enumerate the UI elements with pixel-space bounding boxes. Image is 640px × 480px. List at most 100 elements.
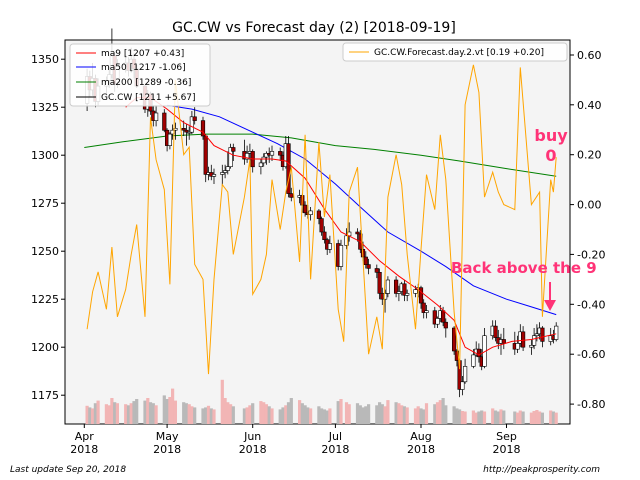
annotation-buy: buy [534, 126, 568, 145]
volume-bar [278, 409, 282, 424]
volume-bar [493, 410, 498, 424]
volume-bar [325, 410, 329, 424]
candle-body [258, 162, 264, 167]
volume-bar [126, 405, 131, 424]
volume-bar [347, 404, 351, 424]
volume-bar [267, 406, 271, 424]
candle-body [203, 135, 208, 175]
volume-bar [549, 410, 553, 424]
volume-bar [361, 407, 365, 424]
volume-bar [502, 410, 506, 424]
candle-body [223, 170, 228, 173]
volume-bar [444, 405, 448, 424]
candle-body [432, 310, 437, 325]
right-tick-label: 0.00 [577, 199, 602, 212]
chart-title: GC.CW vs Forecast day (2) [2018-09-19] [172, 20, 456, 36]
volume-bar [220, 379, 224, 424]
candle-body [460, 381, 465, 390]
volume-bar [551, 411, 555, 424]
legend-gccw-label: GC.CW [1211 +5.67] [101, 93, 196, 103]
candle-body [225, 166, 230, 171]
volume-bar [367, 404, 371, 424]
volume-bar [499, 409, 503, 424]
volume-bar [135, 399, 139, 424]
volume-bar [113, 402, 117, 424]
candle-body [316, 210, 322, 219]
volume-bar [513, 411, 517, 424]
volume-bar [171, 388, 175, 424]
candle-body [374, 268, 379, 273]
candle-body [443, 321, 448, 329]
volume-bar [402, 406, 406, 424]
volume-bar [151, 403, 155, 424]
candle-body [440, 310, 446, 323]
right-tick-label: 0.40 [577, 99, 602, 112]
volume-bar [375, 405, 379, 424]
candle-body [534, 333, 539, 336]
candle-body [382, 293, 388, 300]
volume-bar [298, 400, 302, 424]
volume-bar [380, 404, 384, 424]
candle-body [413, 289, 418, 294]
legend-ma200-label: ma200 [1289 -0.36] [101, 78, 191, 88]
volume-bar [535, 410, 539, 424]
left-tick-label: 1225 [31, 293, 59, 306]
left-tick-label: 1200 [31, 341, 59, 354]
x-tick-year: 2018 [321, 443, 349, 456]
volume-bar [104, 404, 108, 424]
right-tick-label: -0.20 [577, 248, 605, 261]
volume-bar [424, 403, 429, 424]
volume-bar [262, 402, 266, 424]
annotation-arrow [544, 282, 556, 311]
volume-bar [231, 406, 235, 424]
candle-body [493, 325, 498, 338]
volume-bar [264, 404, 268, 424]
volume-bar [438, 400, 442, 424]
volume-bar [383, 406, 387, 424]
volume-bar [394, 402, 398, 424]
volume-bar [223, 398, 227, 424]
candle-body [501, 339, 506, 344]
volume-bar [201, 408, 205, 424]
volume-bar [496, 411, 500, 424]
candle-body [344, 235, 349, 246]
volume-bar [518, 410, 522, 424]
left-tick-label: 1250 [31, 245, 59, 258]
candle-body [200, 120, 206, 137]
volume-bar [422, 409, 426, 424]
volume-bar [124, 404, 128, 424]
volume-bar [471, 410, 475, 424]
volume-bar [482, 411, 487, 424]
volume-bar [93, 403, 97, 424]
volume-bar [480, 410, 484, 424]
volume-bar [474, 412, 478, 424]
volume-bar [187, 404, 191, 424]
volume-bar [245, 407, 249, 424]
left-y-axis: 1175 1200 1225 1250 1275 1300 1325 1350 [31, 53, 65, 402]
candle-body [338, 245, 344, 267]
volume-bar [229, 404, 233, 424]
candle-body [245, 153, 250, 160]
volume-bar [91, 408, 95, 424]
candle-body [327, 243, 333, 250]
volume-bar [400, 405, 404, 424]
candle-body [220, 172, 225, 175]
right-tick-label: -0.60 [577, 348, 605, 361]
candle-body [154, 112, 159, 121]
candle-body [435, 318, 440, 325]
volume-bar [455, 408, 459, 424]
volume-bar [184, 403, 188, 424]
candle-body [554, 325, 559, 340]
footer-url: http://peakprosperity.com [483, 465, 600, 475]
volume-bar [386, 400, 390, 424]
volume-bar [182, 402, 186, 424]
candle-body [366, 264, 371, 269]
candle-body [289, 193, 294, 198]
volume-bar [132, 401, 136, 424]
x-tick-year: 2018 [153, 443, 181, 456]
candle-body [385, 279, 391, 294]
volume-bar [463, 411, 467, 424]
candle-body [167, 133, 173, 146]
right-tick-label: 0.60 [577, 49, 602, 62]
